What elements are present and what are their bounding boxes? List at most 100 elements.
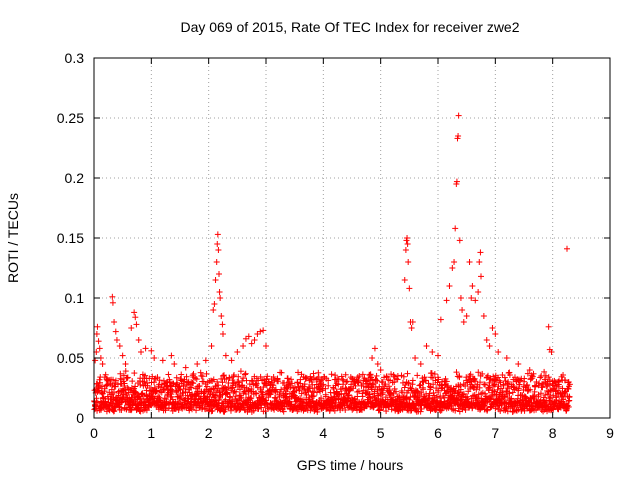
data-point bbox=[227, 394, 234, 401]
data-point bbox=[217, 394, 224, 401]
data-point bbox=[359, 393, 366, 400]
data-point bbox=[215, 247, 222, 253]
data-point bbox=[190, 380, 197, 387]
data-point bbox=[371, 345, 378, 352]
data-point bbox=[214, 378, 221, 385]
data-point bbox=[218, 313, 225, 319]
data-point bbox=[453, 369, 460, 376]
data-point bbox=[289, 380, 296, 387]
data-point bbox=[138, 349, 145, 355]
data-point bbox=[248, 395, 255, 402]
data-point bbox=[446, 283, 453, 289]
data-point bbox=[211, 301, 218, 307]
data-point bbox=[128, 325, 135, 331]
data-point bbox=[263, 397, 270, 404]
data-point bbox=[229, 377, 236, 384]
data-point bbox=[404, 241, 411, 247]
data-point bbox=[452, 225, 459, 232]
data-point bbox=[162, 407, 169, 414]
data-point bbox=[243, 390, 250, 397]
data-point bbox=[264, 373, 271, 380]
data-point bbox=[294, 379, 301, 386]
data-point bbox=[284, 375, 291, 382]
data-point bbox=[154, 374, 161, 381]
data-point bbox=[369, 355, 376, 361]
data-point bbox=[183, 373, 190, 380]
data-point bbox=[401, 277, 408, 283]
data-point bbox=[243, 377, 250, 384]
data-point bbox=[131, 370, 138, 377]
data-point bbox=[153, 388, 160, 395]
data-point bbox=[124, 374, 131, 381]
data-point bbox=[122, 368, 129, 375]
data-point bbox=[168, 352, 175, 359]
data-point bbox=[564, 245, 570, 252]
data-point bbox=[263, 343, 269, 349]
data-point bbox=[253, 380, 260, 387]
data-point bbox=[215, 271, 222, 277]
data-point bbox=[193, 407, 200, 414]
data-point bbox=[437, 316, 444, 323]
data-point bbox=[220, 331, 226, 337]
data-point bbox=[423, 343, 430, 349]
x-tick-label: 2 bbox=[205, 425, 213, 441]
data-point bbox=[241, 371, 248, 378]
data-point bbox=[480, 313, 487, 319]
data-points bbox=[91, 112, 573, 415]
data-point bbox=[428, 370, 435, 377]
y-tick-label: 0.1 bbox=[65, 290, 85, 306]
data-point bbox=[405, 259, 412, 265]
y-tick-label: 0.2 bbox=[65, 170, 85, 186]
x-tick-label: 3 bbox=[262, 425, 270, 441]
data-point bbox=[132, 314, 139, 321]
data-point bbox=[151, 355, 158, 361]
data-point bbox=[214, 231, 221, 238]
data-point bbox=[96, 345, 103, 352]
data-point bbox=[228, 385, 235, 392]
data-point bbox=[233, 388, 240, 395]
data-point bbox=[208, 343, 215, 349]
data-point bbox=[402, 247, 409, 253]
data-point bbox=[246, 381, 253, 388]
data-point bbox=[515, 361, 522, 367]
data-point bbox=[96, 376, 103, 383]
data-point bbox=[156, 399, 163, 406]
data-point bbox=[459, 307, 466, 313]
data-point bbox=[186, 384, 193, 391]
data-point bbox=[219, 372, 226, 379]
data-point bbox=[110, 376, 117, 383]
data-point bbox=[249, 378, 256, 385]
data-point bbox=[139, 391, 146, 398]
data-point bbox=[328, 371, 335, 378]
data-point bbox=[129, 378, 136, 385]
data-point bbox=[373, 372, 380, 379]
data-point bbox=[257, 373, 264, 380]
data-point bbox=[202, 357, 209, 364]
y-tick-label: 0.15 bbox=[57, 230, 84, 246]
data-point bbox=[194, 361, 201, 367]
data-point bbox=[100, 394, 107, 401]
data-point bbox=[137, 381, 144, 388]
data-point bbox=[143, 392, 150, 399]
x-tick-label: 7 bbox=[491, 425, 499, 441]
data-point bbox=[161, 395, 168, 402]
data-point bbox=[119, 352, 126, 359]
data-point bbox=[116, 343, 123, 349]
y-tick-labels: 0 0.05 0.1 0.15 0.2 0.25 0.3 bbox=[57, 50, 84, 426]
data-point bbox=[214, 241, 221, 247]
data-point bbox=[99, 361, 106, 367]
y-tick-label: 0.3 bbox=[65, 50, 85, 66]
data-point bbox=[253, 390, 260, 397]
data-point bbox=[102, 371, 109, 378]
data-point bbox=[103, 382, 110, 389]
x-tick-label: 6 bbox=[434, 425, 442, 441]
data-point bbox=[95, 338, 102, 345]
data-point bbox=[278, 369, 285, 376]
data-point bbox=[213, 259, 220, 265]
data-point bbox=[148, 347, 155, 354]
data-point bbox=[412, 355, 419, 361]
data-point bbox=[509, 389, 516, 396]
data-point bbox=[478, 273, 484, 280]
data-point bbox=[133, 321, 140, 328]
